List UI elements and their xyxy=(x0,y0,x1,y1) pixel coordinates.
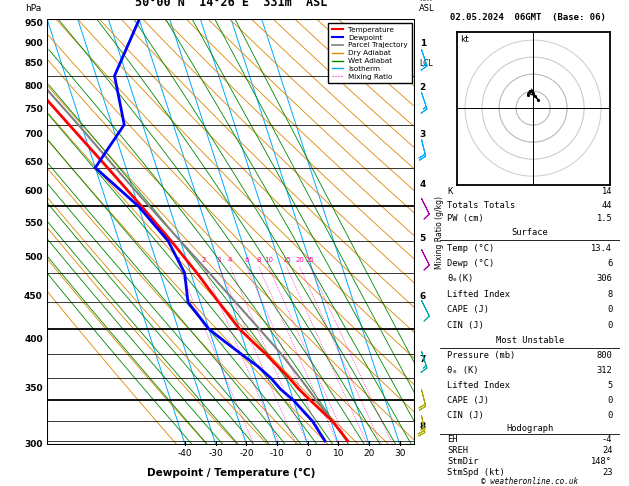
Text: 20: 20 xyxy=(364,449,375,458)
Text: 10: 10 xyxy=(333,449,344,458)
Text: 50°00'N  14°26'E  331m  ASL: 50°00'N 14°26'E 331m ASL xyxy=(135,0,327,9)
Text: Surface: Surface xyxy=(511,228,548,237)
Text: CIN (J): CIN (J) xyxy=(447,411,484,420)
Text: 5: 5 xyxy=(607,381,613,390)
Text: 6: 6 xyxy=(420,292,426,301)
Text: 30: 30 xyxy=(394,449,406,458)
Text: km
ASL: km ASL xyxy=(419,0,435,13)
Text: 3: 3 xyxy=(216,257,221,263)
Text: 24: 24 xyxy=(602,446,613,455)
Text: Totals Totals: Totals Totals xyxy=(447,201,516,209)
Text: 8: 8 xyxy=(420,422,426,432)
Text: Mixing Ratio (g/kg): Mixing Ratio (g/kg) xyxy=(435,195,444,269)
Text: 8: 8 xyxy=(257,257,261,263)
Text: 20: 20 xyxy=(295,257,304,263)
Text: 0: 0 xyxy=(607,411,613,420)
Text: 650: 650 xyxy=(24,157,43,167)
Text: 14: 14 xyxy=(602,187,613,196)
Text: 5: 5 xyxy=(420,234,426,243)
Text: 1: 1 xyxy=(420,39,426,48)
Text: hPa: hPa xyxy=(25,4,42,13)
Text: 900: 900 xyxy=(24,38,43,48)
Text: -30: -30 xyxy=(208,449,223,458)
Text: 1: 1 xyxy=(177,257,181,263)
Text: 600: 600 xyxy=(25,187,43,196)
Text: 950: 950 xyxy=(24,19,43,28)
Text: 148°: 148° xyxy=(591,457,613,466)
Text: kt: kt xyxy=(460,35,469,44)
Text: -4: -4 xyxy=(602,435,613,444)
Text: 6: 6 xyxy=(607,259,613,268)
Text: 306: 306 xyxy=(597,275,613,283)
Text: 10: 10 xyxy=(264,257,273,263)
Text: 450: 450 xyxy=(24,292,43,301)
Text: -20: -20 xyxy=(239,449,254,458)
Text: 7: 7 xyxy=(420,355,426,364)
Text: 0: 0 xyxy=(607,321,613,330)
Text: K: K xyxy=(447,187,453,196)
Text: 2: 2 xyxy=(201,257,206,263)
Text: 0: 0 xyxy=(305,449,311,458)
Text: 1.5: 1.5 xyxy=(597,214,613,223)
Text: StmDir: StmDir xyxy=(447,457,479,466)
Text: StmSpd (kt): StmSpd (kt) xyxy=(447,468,505,477)
Legend: Temperature, Dewpoint, Parcel Trajectory, Dry Adiabat, Wet Adiabat, Isotherm, Mi: Temperature, Dewpoint, Parcel Trajectory… xyxy=(328,23,411,84)
Text: 4: 4 xyxy=(420,180,426,189)
Text: Most Unstable: Most Unstable xyxy=(496,336,564,345)
Text: 400: 400 xyxy=(24,335,43,344)
Text: 15: 15 xyxy=(282,257,291,263)
Text: 0: 0 xyxy=(607,305,613,314)
Text: CAPE (J): CAPE (J) xyxy=(447,396,489,405)
Text: θₑ(K): θₑ(K) xyxy=(447,275,474,283)
Text: 300: 300 xyxy=(25,440,43,449)
Text: CIN (J): CIN (J) xyxy=(447,321,484,330)
Text: 0: 0 xyxy=(607,396,613,405)
Text: Lifted Index: Lifted Index xyxy=(447,290,511,299)
Text: 350: 350 xyxy=(24,384,43,393)
Text: Dewpoint / Temperature (°C): Dewpoint / Temperature (°C) xyxy=(147,468,315,478)
Text: 2: 2 xyxy=(420,83,426,92)
Text: LCL: LCL xyxy=(420,59,433,68)
Text: Hodograph: Hodograph xyxy=(506,424,554,433)
Text: Lifted Index: Lifted Index xyxy=(447,381,511,390)
Text: EH: EH xyxy=(447,435,458,444)
Text: 13.4: 13.4 xyxy=(591,243,613,253)
Text: Pressure (mb): Pressure (mb) xyxy=(447,351,516,360)
Text: 4: 4 xyxy=(228,257,232,263)
Text: -10: -10 xyxy=(270,449,284,458)
Text: 44: 44 xyxy=(602,201,613,209)
Text: 500: 500 xyxy=(25,253,43,262)
Text: Temp (°C): Temp (°C) xyxy=(447,243,495,253)
Text: 6: 6 xyxy=(245,257,249,263)
Text: 25: 25 xyxy=(306,257,314,263)
Text: © weatheronline.co.uk: © weatheronline.co.uk xyxy=(481,477,579,486)
Text: 800: 800 xyxy=(25,82,43,90)
Text: 3: 3 xyxy=(420,130,426,139)
Text: 23: 23 xyxy=(602,468,613,477)
Text: 800: 800 xyxy=(597,351,613,360)
Text: PW (cm): PW (cm) xyxy=(447,214,484,223)
Text: SREH: SREH xyxy=(447,446,469,455)
Text: 02.05.2024  06GMT  (Base: 06): 02.05.2024 06GMT (Base: 06) xyxy=(450,13,606,21)
Text: 750: 750 xyxy=(24,105,43,114)
Text: 312: 312 xyxy=(597,366,613,375)
Text: 700: 700 xyxy=(24,130,43,139)
Text: 850: 850 xyxy=(24,59,43,69)
Text: -40: -40 xyxy=(178,449,192,458)
Text: Dewp (°C): Dewp (°C) xyxy=(447,259,495,268)
Text: CAPE (J): CAPE (J) xyxy=(447,305,489,314)
Text: 8: 8 xyxy=(607,290,613,299)
Text: 550: 550 xyxy=(24,219,43,227)
Text: θₑ (K): θₑ (K) xyxy=(447,366,479,375)
